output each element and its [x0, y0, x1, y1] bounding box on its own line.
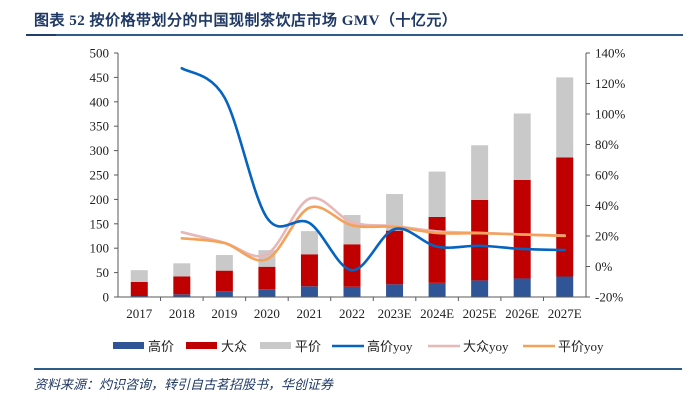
chart: 0 50 100 150 200 250 300 350 400 450 500 -20% 0% 20% 4… [90, 46, 626, 355]
legend-item-高价: 高价 [113, 339, 174, 354]
bar-大众-2019 [215, 270, 233, 292]
legend-label-高价yoy: 高价yoy [367, 339, 413, 354]
bar-平价-2019 [215, 255, 233, 271]
x-axis-label: 2023E [378, 306, 412, 321]
bar-平价-2017 [130, 270, 148, 282]
bar-高价-2026E [513, 278, 531, 297]
x-axis-label: 2020 [254, 306, 280, 321]
chart-title: 图表 52 按价格带划分的中国现制茶饮店市场 GMV（十亿元） [34, 13, 458, 29]
bar-平价-2023E [386, 194, 404, 231]
left-axis-label: 100 [90, 241, 110, 256]
right-axis-label: 60% [595, 168, 619, 183]
title-divider-accent [26, 34, 56, 36]
x-axis-label: 2027E [548, 306, 582, 321]
left-axis-label: 400 [90, 94, 110, 109]
left-axis-label: 150 [90, 216, 110, 231]
right-axis-label: 140% [595, 46, 626, 61]
x-axis-label: 2018 [169, 306, 195, 321]
bar-大众-2018 [173, 276, 191, 295]
right-axis-label: 120% [595, 76, 626, 91]
left-axis-label: 50 [96, 265, 109, 280]
legend-item-大众: 大众 [186, 339, 247, 354]
bar-平价-2025E [471, 145, 489, 200]
bar-高价-2018 [173, 294, 191, 297]
bar-平价-2018 [173, 263, 191, 277]
bar-平价-2026E [513, 113, 531, 180]
left-axis-label: 200 [90, 192, 110, 207]
bar-高价-2024E [428, 282, 446, 297]
x-axis-label: 2021 [296, 306, 322, 321]
left-axis-label: 350 [90, 119, 110, 134]
left-axis-label: 500 [90, 46, 110, 61]
bar-大众-2021 [300, 254, 318, 287]
legend-label-大众yoy: 大众yoy [463, 339, 509, 354]
bar-高价-2019 [215, 291, 233, 297]
bar-高价-2027E [556, 276, 574, 297]
bar-平价-2021 [300, 231, 318, 255]
x-axis-label: 2025E [463, 306, 497, 321]
bar-大众-2026E [513, 179, 531, 279]
bars-layer [130, 77, 574, 297]
left-axis-label: 300 [90, 143, 110, 158]
x-axis-label: 2026E [505, 306, 539, 321]
source-divider [34, 368, 682, 370]
bar-高价-2022 [343, 286, 361, 297]
legend-swatch-大众 [186, 342, 217, 349]
bar-大众-2022 [343, 244, 361, 287]
legend-item-高价yoy: 高价yoy [332, 339, 413, 354]
right-axis-label: 40% [595, 198, 619, 213]
bar-高价-2023E [386, 284, 404, 297]
bar-高价-2021 [300, 286, 318, 297]
title-divider [26, 34, 683, 36]
right-axis-label: 100% [595, 107, 626, 122]
x-axis-label: 2019 [211, 306, 237, 321]
bar-大众-2027E [556, 157, 574, 277]
legend-swatch-高价 [113, 342, 144, 349]
bar-高价-2025E [471, 280, 489, 297]
legend-label-平价: 平价 [295, 339, 321, 354]
axes-layer: 0 50 100 150 200 250 300 350 400 450 500 -20% 0% 20% 4… [90, 46, 626, 322]
bar-平价-2027E [556, 77, 574, 158]
legend-label-平价yoy: 平价yoy [558, 339, 604, 354]
left-axis-label: 250 [90, 168, 110, 183]
legend-item-平价: 平价 [260, 339, 321, 354]
x-axis-label: 2022 [339, 306, 365, 321]
bar-大众-2017 [130, 281, 148, 297]
left-axis-label: 0 [103, 290, 110, 305]
legend-swatch-平价 [260, 342, 291, 349]
right-axis-label: 20% [595, 229, 619, 244]
bar-大众-2024E [428, 216, 446, 283]
line-平价yoy [180, 205, 567, 262]
bar-大众-2023E [386, 230, 404, 285]
right-axis-label: -20% [595, 290, 623, 305]
legend-label-高价: 高价 [148, 339, 174, 354]
x-axis-label: 2017 [126, 306, 153, 321]
legend: 高价 大众 平价 高价yoy 大众yoy 平价yoy [113, 339, 604, 354]
left-axis-label: 450 [90, 70, 110, 85]
lines-layer [180, 66, 567, 272]
source-note: 资料来源：灼识咨询，转引自古茗招股书，华创证券 [34, 377, 334, 392]
bar-平价-2024E [428, 171, 446, 217]
legend-item-平价yoy: 平价yoy [523, 339, 604, 354]
line-高价yoy [180, 66, 567, 272]
right-axis-label: 80% [595, 137, 619, 152]
legend-item-大众yoy: 大众yoy [428, 339, 509, 354]
legend-label-大众: 大众 [221, 339, 247, 354]
right-axis-label: 0% [595, 259, 613, 274]
x-axis-label: 2024E [420, 306, 454, 321]
bar-大众-2025E [471, 199, 489, 281]
bar-大众-2020 [258, 266, 276, 290]
bar-高价-2020 [258, 289, 276, 297]
